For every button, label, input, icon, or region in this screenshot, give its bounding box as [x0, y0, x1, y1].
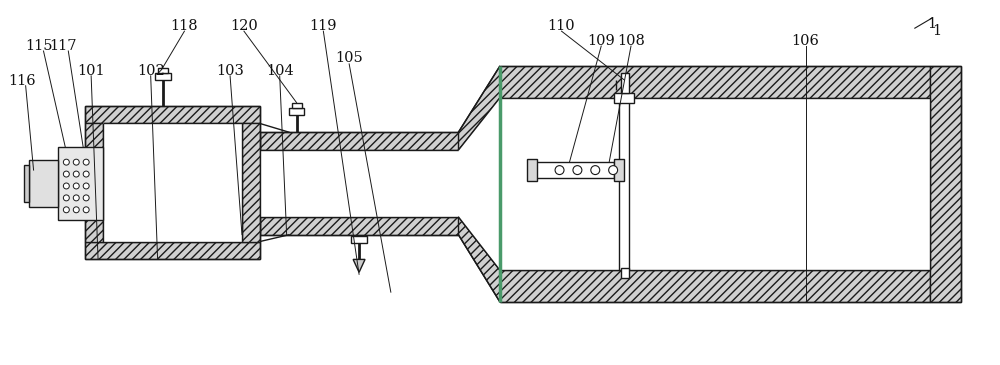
Text: 1: 1: [927, 17, 936, 31]
Circle shape: [591, 166, 600, 174]
Circle shape: [63, 195, 69, 201]
Text: 116: 116: [8, 74, 35, 88]
Bar: [527, 159, 537, 181]
Circle shape: [555, 166, 564, 174]
Circle shape: [73, 195, 79, 201]
Text: 101: 101: [77, 64, 105, 78]
Bar: [614, 159, 624, 181]
Text: 102: 102: [137, 64, 165, 78]
Circle shape: [73, 171, 79, 177]
Bar: [85, 123, 103, 242]
Circle shape: [83, 183, 89, 189]
Bar: [85, 105, 260, 123]
Bar: [260, 132, 458, 150]
Bar: [621, 73, 629, 93]
Circle shape: [573, 166, 582, 174]
Bar: [500, 98, 930, 270]
Bar: [242, 123, 260, 242]
Circle shape: [83, 159, 89, 165]
Text: 106: 106: [792, 34, 820, 48]
Circle shape: [83, 207, 89, 213]
Text: 109: 109: [587, 34, 615, 48]
Bar: [158, 68, 168, 73]
Text: 115: 115: [25, 39, 52, 53]
Circle shape: [63, 183, 69, 189]
Bar: [614, 93, 634, 103]
Text: 104: 104: [266, 64, 294, 78]
Bar: [351, 235, 367, 242]
Bar: [260, 217, 458, 235]
Text: 119: 119: [310, 19, 337, 33]
Polygon shape: [353, 260, 365, 272]
Bar: [103, 123, 242, 242]
Bar: [535, 162, 614, 178]
Bar: [619, 98, 629, 270]
Circle shape: [63, 171, 69, 177]
Polygon shape: [458, 66, 500, 150]
Text: 120: 120: [230, 19, 258, 33]
Circle shape: [63, 159, 69, 165]
Bar: [58, 147, 103, 220]
Polygon shape: [458, 217, 500, 302]
Circle shape: [83, 195, 89, 201]
Bar: [621, 268, 629, 278]
Bar: [500, 270, 930, 302]
Text: 118: 118: [171, 19, 198, 33]
Bar: [289, 108, 304, 115]
Circle shape: [73, 183, 79, 189]
Bar: [292, 103, 302, 108]
Polygon shape: [458, 98, 500, 270]
Text: 108: 108: [617, 34, 645, 48]
Circle shape: [73, 159, 79, 165]
Circle shape: [63, 207, 69, 213]
Bar: [155, 73, 171, 80]
Circle shape: [609, 166, 618, 174]
Text: 105: 105: [335, 51, 363, 65]
Circle shape: [83, 171, 89, 177]
Bar: [29, 160, 58, 207]
Bar: [85, 242, 260, 260]
Bar: [260, 150, 458, 217]
Text: 117: 117: [50, 39, 77, 53]
Text: 103: 103: [216, 64, 244, 78]
Bar: [24, 165, 29, 202]
Text: 110: 110: [548, 19, 575, 33]
Bar: [930, 66, 961, 302]
Bar: [500, 66, 930, 98]
Circle shape: [73, 207, 79, 213]
Text: 1: 1: [932, 24, 941, 38]
